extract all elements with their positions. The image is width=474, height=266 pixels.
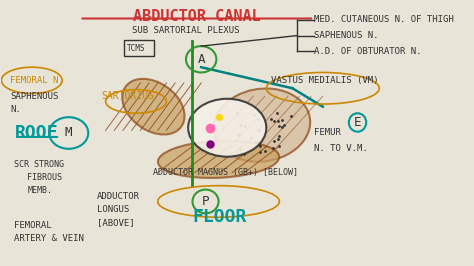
- Text: [ABOVE]: [ABOVE]: [97, 218, 135, 227]
- Text: MED. CUTANEOUS N. OF THIGH: MED. CUTANEOUS N. OF THIGH: [314, 15, 454, 24]
- Text: SUB SARTORIAL PLEXUS: SUB SARTORIAL PLEXUS: [132, 26, 239, 35]
- Text: N. TO V.M.: N. TO V.M.: [314, 144, 368, 153]
- Text: FLOOR: FLOOR: [192, 208, 247, 226]
- Text: E: E: [354, 116, 361, 129]
- Text: ABDUCTOR CANAL: ABDUCTOR CANAL: [133, 9, 261, 24]
- Text: ROOF: ROOF: [14, 124, 58, 142]
- Text: ARTERY & VEIN: ARTERY & VEIN: [14, 234, 84, 243]
- Text: VASTUS MEDIALIS (VM): VASTUS MEDIALIS (VM): [271, 76, 378, 85]
- Text: FIBROUS: FIBROUS: [27, 173, 63, 182]
- Text: LONGUS: LONGUS: [97, 205, 129, 214]
- Text: FEMORAL: FEMORAL: [14, 221, 52, 230]
- Text: SARTORIUS: SARTORIUS: [101, 91, 154, 101]
- Text: SAPHENOUS N.: SAPHENOUS N.: [314, 31, 379, 40]
- Text: P: P: [202, 195, 210, 208]
- Text: TCMS: TCMS: [128, 44, 146, 53]
- Ellipse shape: [158, 141, 279, 178]
- Ellipse shape: [122, 79, 184, 135]
- Text: A.D. OF OBTURATOR N.: A.D. OF OBTURATOR N.: [314, 47, 421, 56]
- Text: MEMB.: MEMB.: [27, 186, 53, 196]
- Ellipse shape: [188, 99, 266, 157]
- Text: ADDUCTOR: ADDUCTOR: [97, 192, 140, 201]
- Text: ADDUCTOR MAGNUS (GB+) [BELOW]: ADDUCTOR MAGNUS (GB+) [BELOW]: [154, 168, 299, 177]
- Ellipse shape: [214, 89, 310, 162]
- Text: FEMORAL N.: FEMORAL N.: [10, 76, 64, 85]
- Text: N.: N.: [10, 105, 21, 114]
- Text: SAPHENOUS: SAPHENOUS: [10, 92, 58, 101]
- Text: FEMUR: FEMUR: [314, 128, 341, 138]
- Text: M: M: [65, 127, 73, 139]
- Text: A: A: [198, 53, 205, 66]
- Text: SCR STRONG: SCR STRONG: [14, 160, 64, 169]
